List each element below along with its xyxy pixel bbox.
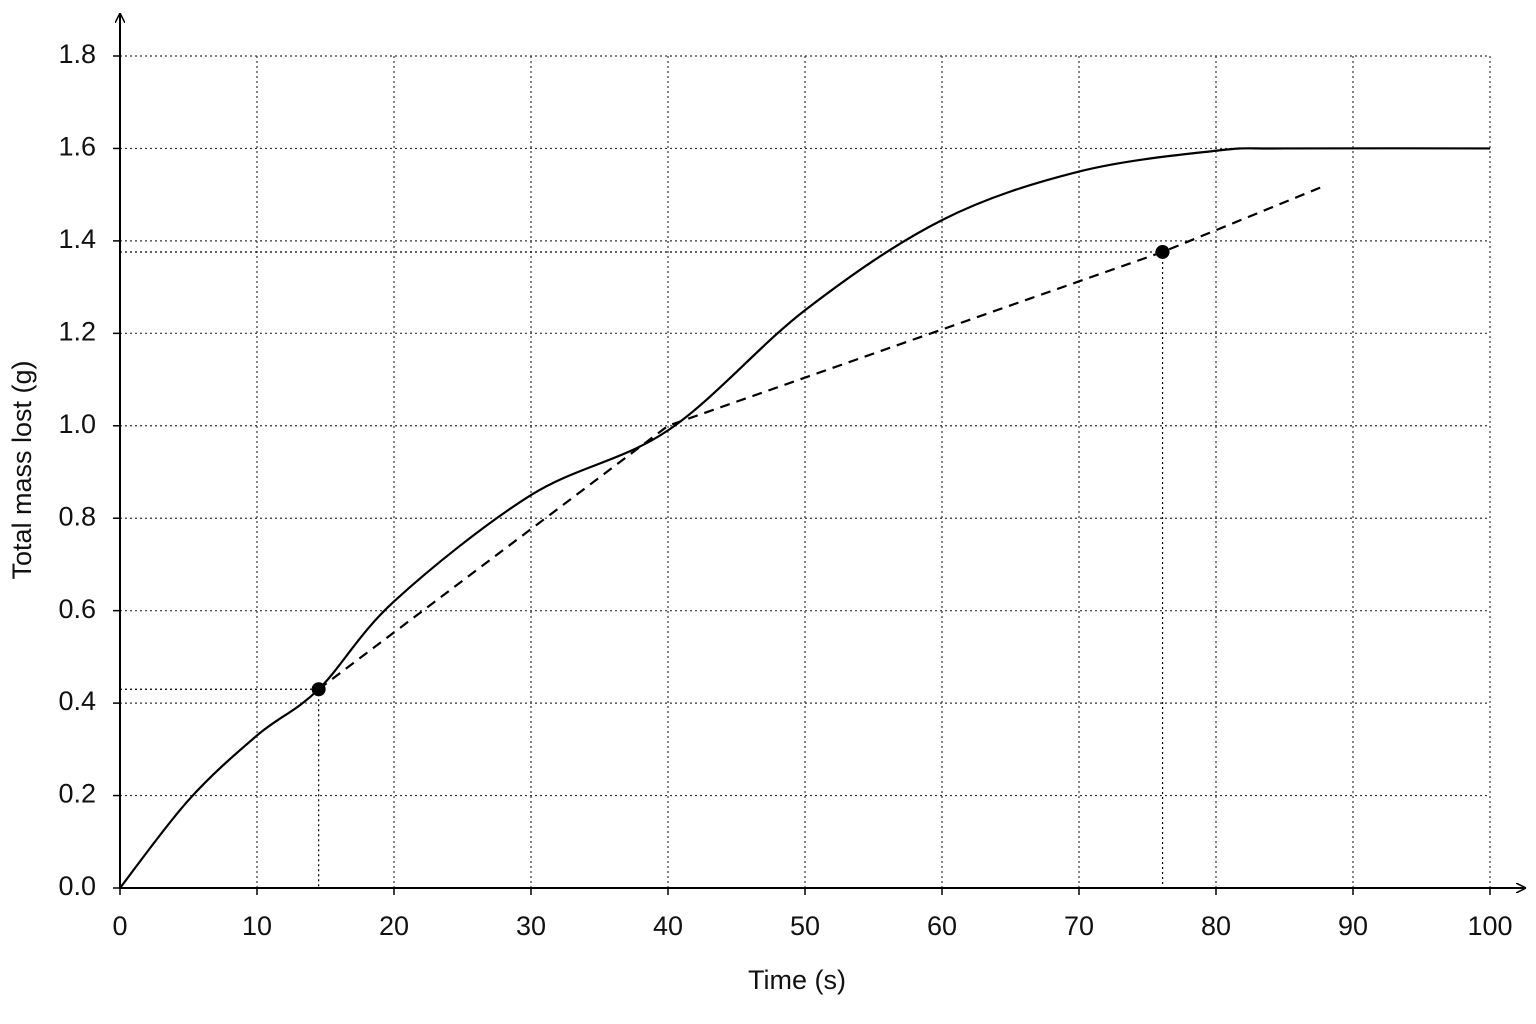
x-tick-label: 50 [790,911,820,941]
y-tick-label: 0.8 [58,501,96,531]
y-tick-label: 0.2 [58,779,96,809]
line [119,147,1491,889]
line [317,184,1327,691]
x-tick-label: 30 [516,911,546,941]
x-tick-label: 60 [927,911,957,941]
y-tick-label: 1.6 [58,132,96,162]
y-tick-label: 0.0 [58,871,96,901]
x-tick-label: 40 [653,911,683,941]
x-tick-label: 0 [112,911,127,941]
y-tick-label: 0.6 [58,594,96,624]
y-axis-label: Total mass lost (g) [7,360,37,579]
grid [120,55,1491,888]
y-tick-label: 1.0 [58,409,96,439]
point [311,682,326,697]
x-tick-label: 70 [1064,911,1094,941]
x-tick-label: 20 [379,911,409,941]
y-tick-label: 0.4 [58,686,96,716]
y-tick-label: 1.2 [58,316,96,346]
y-tick-label: 1.4 [58,224,96,254]
x-axis-label: Time (s) [748,965,846,995]
x-tick-label: 10 [242,911,272,941]
x-tick-label: 80 [1201,911,1231,941]
x-tick-label: 100 [1467,911,1512,941]
y-tick-label: 1.8 [58,39,96,69]
point [1155,244,1170,259]
x-tick-label: 90 [1338,911,1368,941]
